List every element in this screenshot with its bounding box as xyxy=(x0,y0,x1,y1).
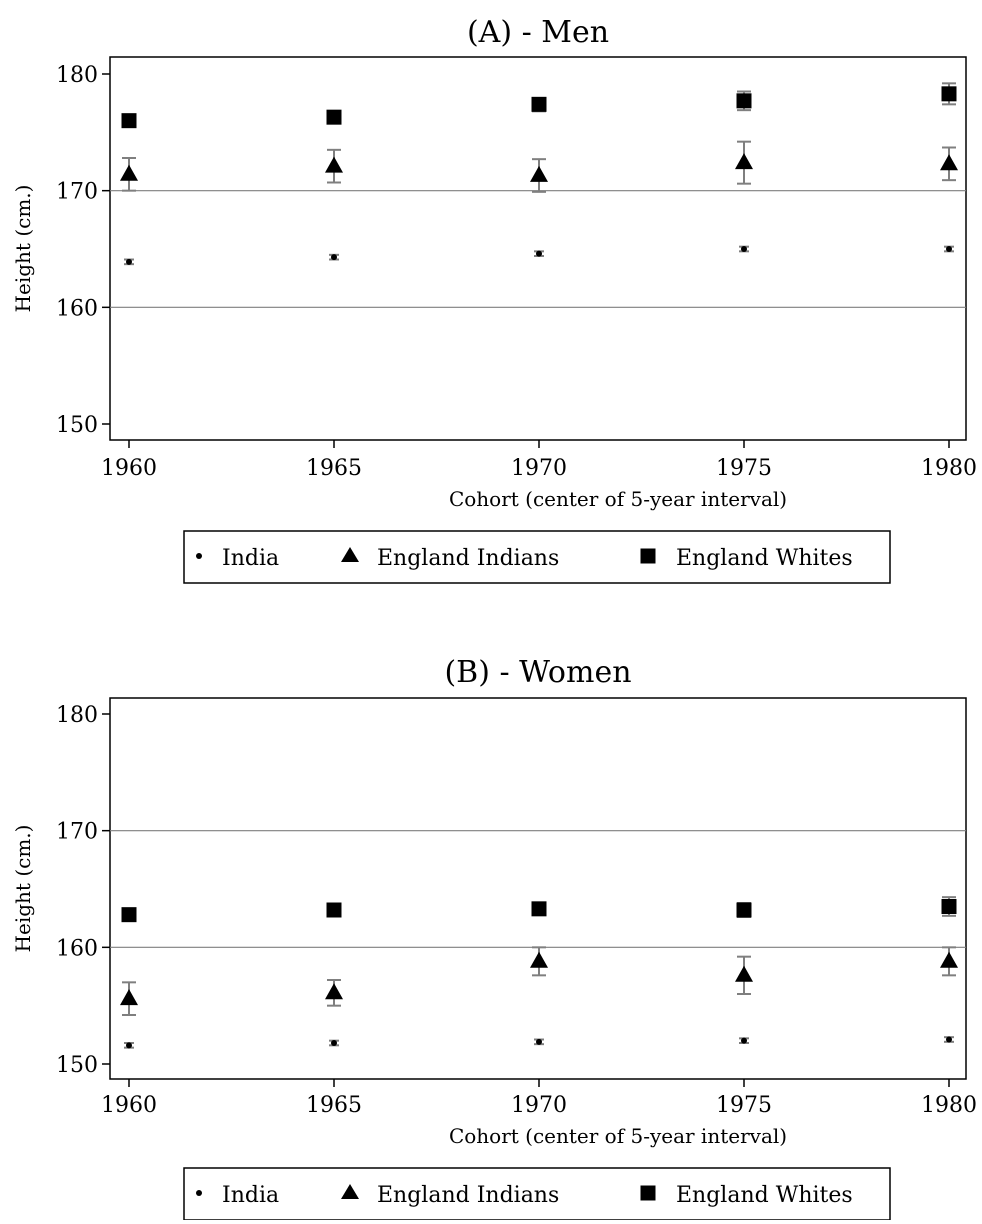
panel-women: (B) - Women 150 160 170 180 1960 1965 1970 1975 1… xyxy=(11,655,977,1221)
legend-box xyxy=(183,530,891,584)
y-tick-label: 180 xyxy=(56,63,98,88)
data-point xyxy=(121,113,137,129)
y-tick-label: 150 xyxy=(56,413,98,438)
legend-marker xyxy=(640,1185,656,1201)
data-point xyxy=(331,1040,337,1046)
x-tick-label: 1975 xyxy=(716,1093,772,1118)
legend-label: England Indians xyxy=(377,546,559,571)
y-tick-label: 170 xyxy=(56,820,98,845)
data-point xyxy=(531,96,547,112)
y-tick-label: 150 xyxy=(56,1053,98,1078)
series-england-indians xyxy=(120,946,958,1016)
series-india xyxy=(124,245,954,266)
y-axis-label: Height (cm.) xyxy=(11,825,35,953)
x-tick-label: 1965 xyxy=(306,1093,362,1118)
chart-title: (B) - Women xyxy=(444,655,631,690)
y-axis-label: Height (cm.) xyxy=(11,185,35,313)
plot-area xyxy=(109,56,967,441)
data-point xyxy=(536,250,542,257)
chart-title: (A) - Men xyxy=(467,15,609,50)
legend-marker xyxy=(640,548,656,564)
x-tick-label: 1970 xyxy=(511,1093,567,1118)
legend-label: India xyxy=(222,546,279,571)
x-tick-label: 1960 xyxy=(101,1093,157,1118)
data-point xyxy=(531,901,547,917)
plot-area xyxy=(109,697,967,1080)
x-tick-label: 1965 xyxy=(306,456,362,481)
data-point xyxy=(946,1036,952,1043)
y-tick-label: 160 xyxy=(56,296,98,321)
x-tick-label: 1975 xyxy=(716,456,772,481)
x-axis-label: Cohort (center of 5-year interval) xyxy=(449,487,787,511)
data-point xyxy=(325,983,343,1000)
legend-label: England Whites xyxy=(676,1183,853,1208)
y-tick-label: 180 xyxy=(56,703,98,728)
legend-marker xyxy=(196,553,202,559)
data-point xyxy=(326,109,342,125)
series-england-whites xyxy=(121,896,957,923)
legend: India England Indians England Whites xyxy=(183,530,891,584)
data-point xyxy=(536,1038,542,1045)
x-tick-label: 1960 xyxy=(101,456,157,481)
legend-box xyxy=(183,1167,891,1221)
data-point xyxy=(946,246,952,252)
data-point xyxy=(120,164,138,181)
data-point xyxy=(735,153,753,170)
data-point xyxy=(126,1042,132,1049)
x-tick-label: 1970 xyxy=(511,456,567,481)
data-point xyxy=(326,902,342,918)
data-point xyxy=(736,93,752,109)
series-england-whites xyxy=(121,82,957,129)
data-point xyxy=(941,86,957,102)
series-india xyxy=(124,1036,954,1049)
x-tick-label: 1980 xyxy=(921,1093,977,1118)
legend-marker xyxy=(341,1184,359,1199)
x-tick-label: 1980 xyxy=(921,456,977,481)
y-tick-label: 160 xyxy=(56,936,98,961)
data-point xyxy=(530,165,548,182)
series-england-indians xyxy=(120,140,958,193)
data-point xyxy=(940,154,958,171)
data-point xyxy=(126,258,132,265)
legend-marker xyxy=(196,1190,202,1196)
x-axis-label: Cohort (center of 5-year interval) xyxy=(449,1124,787,1148)
data-point xyxy=(941,899,957,914)
legend: India England Indians England Whites xyxy=(183,1167,891,1221)
legend-label: India xyxy=(222,1183,279,1208)
data-point xyxy=(940,951,958,968)
data-point xyxy=(736,902,752,918)
data-point xyxy=(331,254,337,261)
data-point xyxy=(325,156,343,173)
data-point xyxy=(741,1037,747,1044)
data-point xyxy=(741,246,747,252)
data-point xyxy=(735,965,753,982)
legend-marker xyxy=(341,547,359,562)
legend-label: England Whites xyxy=(676,546,853,571)
legend-label: England Indians xyxy=(377,1183,559,1208)
data-point xyxy=(120,989,138,1006)
panel-men: (A) - Men 150 160 170 180 1960 1965 1970 1975 198… xyxy=(11,15,977,584)
data-point xyxy=(530,951,548,968)
y-tick-label: 170 xyxy=(56,180,98,205)
data-point xyxy=(121,907,137,923)
